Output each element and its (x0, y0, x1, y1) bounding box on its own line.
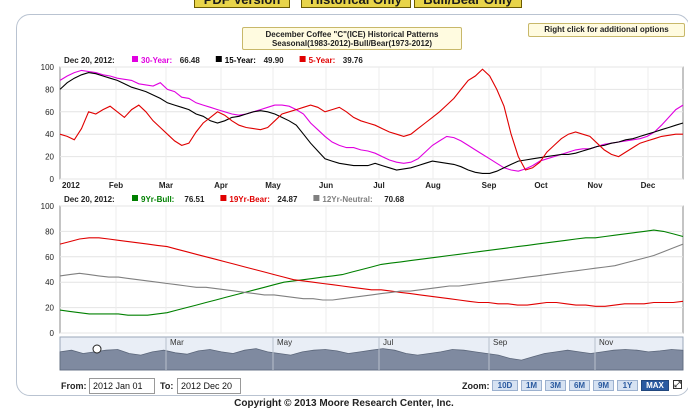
legend-series-name: 19Yr-Bear: (229, 195, 269, 204)
series-line-19yrbear (59, 237, 684, 307)
zoom-3m-button[interactable]: 3M (545, 380, 566, 391)
navigator-month-label: Jul (383, 338, 393, 347)
y-tick-label: 40 (45, 278, 54, 287)
legend-swatch (299, 56, 306, 62)
y-tick-label: 60 (45, 108, 54, 117)
legend-date: Dec 20, 2012: (64, 56, 115, 65)
chart-title-line1: December Coffee "C"(ICE) Historical Patt… (265, 30, 439, 39)
zoom-9m-button[interactable]: 9M (593, 380, 614, 391)
y-tick-label: 80 (45, 85, 54, 94)
navigator-area (59, 348, 684, 371)
legend-series-value: 70.68 (384, 195, 405, 204)
x-month-label: Feb (109, 181, 123, 190)
x-year-label: 2012 (62, 181, 80, 190)
navigator-month-label: May (277, 338, 292, 347)
navigator-month-label: Sep (493, 338, 508, 347)
copyright-text: Copyright © 2013 Moore Research Center, … (234, 398, 454, 409)
from-label: From: (61, 381, 87, 391)
x-month-label: Jul (373, 181, 385, 190)
y-tick-label: 40 (45, 130, 54, 139)
x-month-label: Mar (159, 181, 173, 190)
plot-frame-0 (59, 66, 684, 180)
pdf-version-button[interactable]: PDF Version (194, 0, 290, 8)
legend-date: Dec 20, 2012: (64, 195, 115, 204)
legend-series-name: 12Yr-Neutral: (322, 195, 372, 204)
legend-series-name: 5-Year: (309, 56, 336, 65)
legend-series-name: 15-Year: (225, 56, 256, 65)
series-line-9yrbull (59, 229, 684, 316)
legend-swatch (132, 195, 138, 201)
legend-swatch (132, 56, 138, 62)
x-month-label: Dec (641, 181, 656, 190)
legend-series-value: 76.51 (184, 195, 205, 204)
legend-series-name: 30-Year: (141, 56, 172, 65)
x-month-label: Oct (534, 181, 548, 190)
y-tick-label: 20 (45, 304, 54, 313)
legend-series-value: 39.76 (343, 56, 364, 65)
plot-frame-1 (59, 205, 684, 334)
legend-series-value: 24.87 (277, 195, 298, 204)
y-tick-label: 0 (50, 329, 55, 338)
zoom-label: Zoom: (462, 381, 490, 391)
y-tick-label: 20 (45, 153, 54, 162)
zoom-10d-button[interactable]: 10D (492, 380, 518, 391)
y-tick-label: 60 (45, 253, 54, 262)
navigator-month-label: Mar (170, 338, 184, 347)
legend-series-value: 66.48 (180, 56, 201, 65)
zoom-6m-button[interactable]: 6M (569, 380, 590, 391)
x-month-label: May (265, 181, 281, 190)
navigator-month-label: Nov (599, 338, 613, 347)
navigator-handle-icon[interactable] (92, 344, 102, 354)
chart-title-line2: Seasonal(1983-2012)-Bull/Bear(1973-2012) (271, 39, 433, 48)
right-click-tip: Right click for additional options (528, 23, 685, 37)
x-month-label: Jun (319, 181, 333, 190)
bull-bear-only-button[interactable]: Bull/Bear Only (414, 0, 522, 8)
y-tick-label: 0 (50, 175, 55, 184)
chart-title: December Coffee "C"(ICE) Historical Patt… (242, 27, 462, 50)
legend-swatch (313, 195, 320, 201)
legend-swatch (215, 56, 222, 62)
from-date-input[interactable] (89, 378, 155, 394)
y-tick-label: 80 (45, 227, 54, 236)
x-month-label: Apr (214, 181, 228, 190)
historical-only-button[interactable]: Historical Only (301, 0, 411, 8)
series-line-15year (59, 72, 684, 174)
hand-cursor-icon (92, 344, 102, 354)
x-month-label: Aug (425, 181, 441, 190)
zoom-1y-button[interactable]: 1Y (617, 380, 638, 391)
series-line-12yrneutral (59, 243, 684, 301)
legend-swatch (220, 195, 227, 201)
legend-series-name: 9Yr-Bull: (141, 195, 174, 204)
x-month-label: Sep (482, 181, 497, 190)
fullscreen-icon[interactable]: ⤢ (673, 380, 682, 389)
series-line-5year (59, 68, 683, 171)
x-month-label: Nov (587, 181, 603, 190)
zoom-1m-button[interactable]: 1M (521, 380, 542, 391)
y-tick-label: 100 (41, 202, 55, 211)
y-tick-label: 100 (41, 63, 55, 72)
to-label: To: (160, 381, 174, 391)
to-date-input[interactable] (177, 378, 241, 394)
legend-series-value: 49.90 (264, 56, 285, 65)
zoom-max-button[interactable]: MAX (641, 380, 669, 391)
series-line-30year (59, 69, 684, 172)
